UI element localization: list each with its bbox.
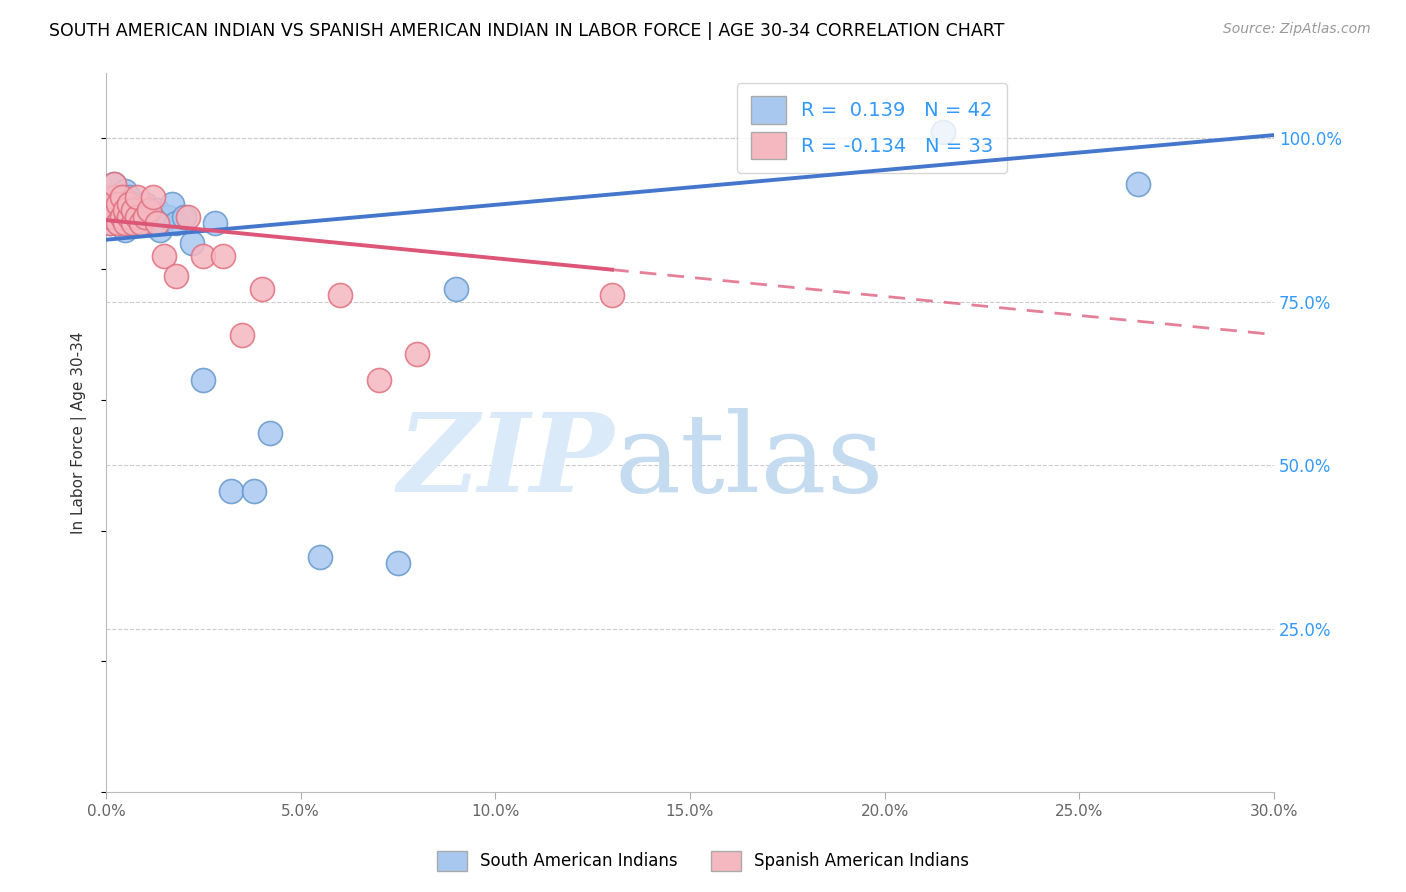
Point (329, 288, 352, 302)
Point (110, 210, 132, 224)
Point (446, 282, 468, 296)
Point (193, 249, 215, 263)
Point (138, 203, 160, 218)
Text: Source: ZipAtlas.com: Source: ZipAtlas.com (1223, 22, 1371, 37)
Point (387, 557, 409, 571)
Point (118, 210, 141, 224)
Point (932, 125, 955, 139)
Point (134, 216, 156, 230)
Point (114, 203, 136, 218)
Point (114, 210, 136, 224)
Point (160, 196, 183, 211)
Point (180, 235, 202, 250)
Point (122, 196, 145, 211)
Y-axis label: In Labor Force | Age 30-34: In Labor Force | Age 30-34 (72, 331, 87, 533)
Point (600, 288, 623, 302)
Point (259, 425, 281, 440)
Point (173, 210, 195, 224)
Point (103, 190, 125, 204)
Point (103, 177, 125, 191)
Point (107, 190, 129, 204)
Point (98, 216, 121, 230)
Point (110, 190, 132, 204)
Point (114, 216, 136, 230)
Point (107, 196, 129, 211)
Point (118, 203, 141, 218)
Point (145, 216, 167, 230)
Point (145, 203, 167, 218)
Point (98, 210, 121, 224)
Point (149, 223, 172, 237)
Point (367, 373, 389, 387)
Point (118, 196, 141, 211)
Point (127, 210, 149, 224)
Point (110, 196, 132, 211)
Point (231, 327, 253, 342)
Point (250, 282, 273, 296)
Point (177, 210, 200, 224)
Point (193, 373, 215, 387)
Point (107, 203, 129, 218)
Point (107, 216, 129, 230)
Point (122, 210, 145, 224)
Point (107, 216, 129, 230)
Point (98, 216, 121, 230)
Point (165, 268, 187, 283)
Point (129, 210, 152, 224)
Legend: R =  0.139   N = 42, R = -0.134   N = 33: R = 0.139 N = 42, R = -0.134 N = 33 (737, 83, 1007, 173)
Point (118, 190, 141, 204)
Point (122, 203, 145, 218)
Point (219, 484, 242, 499)
Point (134, 196, 156, 211)
Text: atlas: atlas (614, 408, 883, 515)
Point (103, 177, 125, 191)
Point (103, 196, 125, 211)
Point (98, 210, 121, 224)
Point (157, 210, 180, 224)
Point (204, 216, 226, 230)
Point (103, 203, 125, 218)
Point (103, 190, 125, 204)
Point (122, 216, 145, 230)
Text: ZIP: ZIP (398, 408, 614, 515)
Point (211, 249, 233, 263)
Point (138, 210, 160, 224)
Point (1126, 177, 1149, 191)
Point (142, 190, 165, 204)
Legend: South American Indians, Spanish American Indians: South American Indians, Spanish American… (429, 842, 977, 880)
Point (127, 203, 149, 218)
Point (129, 216, 152, 230)
Point (243, 484, 266, 499)
Point (142, 216, 165, 230)
Point (110, 210, 132, 224)
Point (127, 190, 149, 204)
Point (114, 223, 136, 237)
Point (309, 549, 332, 564)
Point (406, 347, 429, 361)
Text: SOUTH AMERICAN INDIAN VS SPANISH AMERICAN INDIAN IN LABOR FORCE | AGE 30-34 CORR: SOUTH AMERICAN INDIAN VS SPANISH AMERICA… (49, 22, 1004, 40)
Point (114, 184, 136, 198)
Point (165, 216, 187, 230)
Point (153, 249, 176, 263)
Point (127, 216, 149, 230)
Point (134, 210, 156, 224)
Point (118, 216, 141, 230)
